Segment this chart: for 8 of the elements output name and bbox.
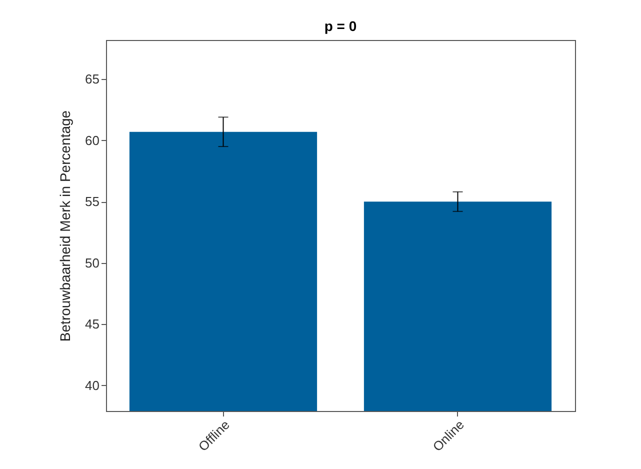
y-tick-label: 50 [85, 255, 100, 270]
y-tick-label: 55 [85, 194, 100, 210]
y-tick-label: 40 [85, 378, 100, 393]
y-axis-title: Betrouwbaarheid Merk in Percentage [57, 110, 74, 342]
y-tick-label: 65 [85, 72, 100, 87]
chart-title: p = 0 [324, 18, 357, 34]
y-tick-label: 60 [85, 132, 100, 148]
y-tick-label: 45 [85, 316, 100, 332]
